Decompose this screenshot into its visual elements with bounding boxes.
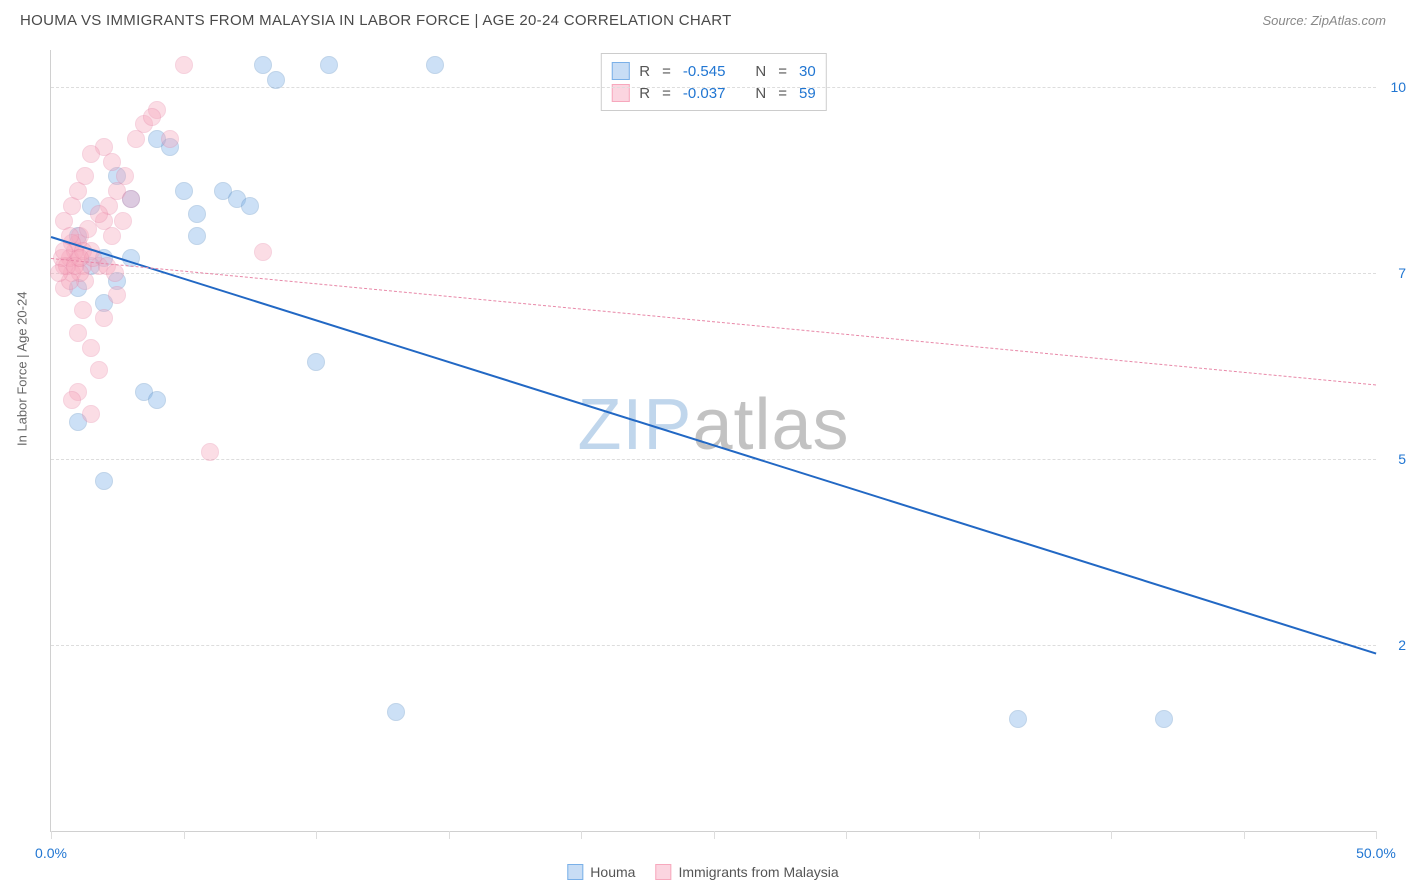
scatter-point bbox=[116, 167, 134, 185]
x-tick-mark bbox=[714, 831, 715, 839]
x-tick-mark bbox=[316, 831, 317, 839]
scatter-point bbox=[69, 324, 87, 342]
scatter-point bbox=[148, 391, 166, 409]
gridline-horizontal bbox=[51, 645, 1376, 646]
legend-item: Houma bbox=[567, 864, 635, 880]
scatter-point bbox=[201, 443, 219, 461]
x-tick-mark bbox=[846, 831, 847, 839]
scatter-point bbox=[188, 227, 206, 245]
y-tick-label: 50.0% bbox=[1383, 451, 1406, 467]
legend-label: Houma bbox=[590, 864, 635, 880]
scatter-point bbox=[82, 405, 100, 423]
scatter-point bbox=[95, 472, 113, 490]
x-tick-label: 50.0% bbox=[1356, 845, 1396, 861]
stats-swatch bbox=[611, 62, 629, 80]
stats-n-label: N bbox=[755, 63, 766, 80]
scatter-point bbox=[108, 286, 126, 304]
x-tick-mark bbox=[184, 831, 185, 839]
x-tick-mark bbox=[1376, 831, 1377, 839]
scatter-point bbox=[76, 167, 94, 185]
regression-line bbox=[51, 236, 1377, 655]
scatter-point bbox=[161, 130, 179, 148]
legend-swatch bbox=[655, 864, 671, 880]
x-tick-mark bbox=[51, 831, 52, 839]
bottom-legend: Houma Immigrants from Malaysia bbox=[567, 864, 838, 880]
gridline-horizontal bbox=[51, 273, 1376, 274]
x-tick-mark bbox=[1111, 831, 1112, 839]
scatter-point bbox=[79, 220, 97, 238]
scatter-point bbox=[71, 249, 89, 267]
scatter-point bbox=[426, 56, 444, 74]
watermark-suffix: atlas bbox=[692, 385, 849, 465]
watermark-prefix: ZIP bbox=[577, 385, 692, 465]
scatter-point bbox=[114, 212, 132, 230]
equals-sign: = bbox=[662, 63, 671, 80]
scatter-point bbox=[320, 56, 338, 74]
scatter-point bbox=[387, 703, 405, 721]
stats-box: R = -0.545 N = 30 R=-0.037N=59 bbox=[600, 53, 826, 111]
chart-area: ZIPatlas R=-0.545N=30R=-0.037N=59 25.0%5… bbox=[50, 50, 1376, 832]
scatter-point bbox=[175, 182, 193, 200]
equals-sign: = bbox=[778, 63, 787, 80]
scatter-point bbox=[90, 361, 108, 379]
scatter-point bbox=[307, 353, 325, 371]
legend-swatch bbox=[567, 864, 583, 880]
scatter-point bbox=[95, 309, 113, 327]
scatter-point bbox=[1155, 710, 1173, 728]
y-tick-label: 75.0% bbox=[1383, 265, 1406, 281]
x-tick-label: 0.0% bbox=[35, 845, 67, 861]
gridline-horizontal bbox=[51, 459, 1376, 460]
x-tick-mark bbox=[1244, 831, 1245, 839]
stats-row: R=-0.037N=59 bbox=[611, 82, 815, 104]
legend-label: Immigrants from Malaysia bbox=[678, 864, 838, 880]
scatter-point bbox=[188, 205, 206, 223]
scatter-point bbox=[267, 71, 285, 89]
header: HOUMA VS IMMIGRANTS FROM MALAYSIA IN LAB… bbox=[0, 0, 1406, 37]
scatter-point bbox=[74, 301, 92, 319]
x-tick-mark bbox=[581, 831, 582, 839]
legend-item: Immigrants from Malaysia bbox=[655, 864, 838, 880]
stats-r-value: -0.545 bbox=[683, 63, 726, 80]
y-tick-label: 100.0% bbox=[1383, 79, 1406, 95]
scatter-point bbox=[175, 56, 193, 74]
scatter-point bbox=[106, 264, 124, 282]
y-axis-label: In Labor Force | Age 20-24 bbox=[15, 292, 30, 446]
watermark: ZIPatlas bbox=[577, 384, 849, 466]
scatter-point bbox=[254, 56, 272, 74]
scatter-point bbox=[1009, 710, 1027, 728]
scatter-point bbox=[254, 243, 272, 261]
source-label: Source: ZipAtlas.com bbox=[1262, 13, 1386, 28]
scatter-point bbox=[122, 190, 140, 208]
scatter-point bbox=[103, 153, 121, 171]
x-tick-mark bbox=[979, 831, 980, 839]
x-tick-mark bbox=[449, 831, 450, 839]
scatter-point bbox=[143, 108, 161, 126]
scatter-point bbox=[241, 197, 259, 215]
scatter-point bbox=[82, 145, 100, 163]
scatter-point bbox=[103, 227, 121, 245]
regression-line bbox=[51, 258, 1376, 385]
stats-n-value: 30 bbox=[799, 63, 816, 80]
scatter-point bbox=[63, 391, 81, 409]
stats-row: R = -0.545 N = 30 bbox=[611, 60, 815, 82]
y-tick-label: 25.0% bbox=[1383, 637, 1406, 653]
chart-title: HOUMA VS IMMIGRANTS FROM MALAYSIA IN LAB… bbox=[20, 12, 732, 29]
stats-r-label: R bbox=[639, 63, 650, 80]
scatter-point bbox=[82, 339, 100, 357]
gridline-horizontal bbox=[51, 87, 1376, 88]
